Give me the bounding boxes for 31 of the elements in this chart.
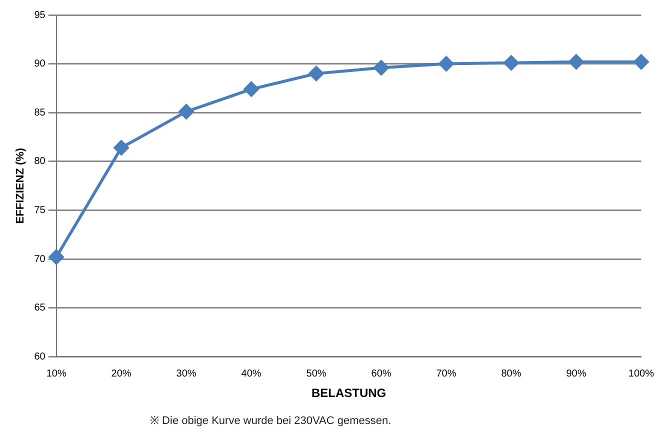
x-tick-label: 80%	[501, 368, 522, 380]
y-tick-label: 65	[34, 302, 46, 314]
y-tick-label: 70	[34, 254, 46, 265]
x-tick-label: 40%	[241, 368, 262, 380]
y-tick-label: 80	[34, 156, 46, 168]
x-tick-label: 10%	[46, 368, 66, 380]
y-tick-label: 85	[34, 107, 46, 118]
point	[634, 54, 649, 70]
y-axis-title: EFFIZIENZ (%)	[14, 148, 27, 224]
point	[244, 82, 259, 97]
x-tick-label: 50%	[306, 368, 326, 380]
point	[438, 56, 454, 72]
x-tick-label: 30%	[176, 368, 196, 380]
point	[178, 104, 194, 120]
x-tick-label: 90%	[566, 368, 586, 380]
point	[504, 55, 519, 70]
y-tick-label: 90	[34, 58, 46, 70]
point	[568, 54, 584, 70]
x-tick-label: 60%	[371, 368, 392, 380]
point	[48, 250, 64, 265]
y-tick-label: 75	[34, 204, 46, 216]
x-axis-title: BELASTUNG	[311, 386, 386, 400]
y-tick-label: 95	[34, 10, 46, 21]
x-tick-label: 70%	[436, 368, 456, 380]
x-tick-label: 20%	[111, 368, 132, 380]
point	[114, 140, 129, 156]
x-tick-label: 100%	[628, 368, 654, 380]
y-tick-label: 60	[34, 351, 46, 362]
point	[308, 66, 324, 82]
point	[374, 60, 389, 76]
text: ※ Die obige Kurve wurde bei 230VAC gemessen.	[150, 414, 392, 427]
